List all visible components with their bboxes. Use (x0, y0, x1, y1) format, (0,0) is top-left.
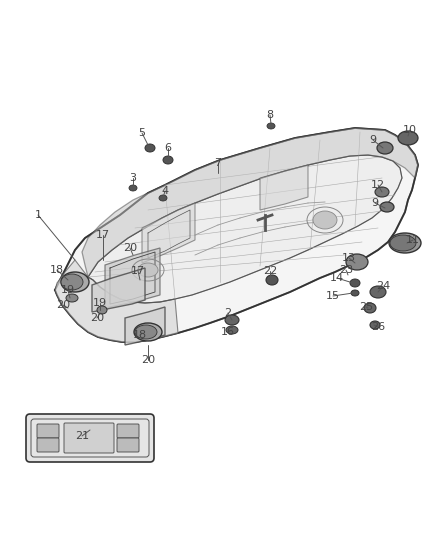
Ellipse shape (350, 279, 360, 287)
Polygon shape (55, 128, 418, 342)
Ellipse shape (267, 123, 275, 129)
Text: 22: 22 (263, 266, 277, 276)
Text: 4: 4 (162, 186, 169, 196)
Text: 12: 12 (371, 180, 385, 190)
Ellipse shape (364, 303, 376, 313)
Ellipse shape (389, 233, 421, 253)
Ellipse shape (66, 294, 78, 302)
Text: 10: 10 (403, 125, 417, 135)
Text: 19: 19 (61, 285, 75, 295)
Ellipse shape (370, 286, 386, 298)
Ellipse shape (266, 275, 278, 285)
Text: 13: 13 (342, 253, 356, 263)
FancyBboxPatch shape (117, 438, 139, 452)
Text: 2: 2 (224, 308, 232, 318)
Ellipse shape (61, 274, 83, 290)
Text: 3: 3 (130, 173, 137, 183)
Text: 20: 20 (141, 355, 155, 365)
Text: 18: 18 (50, 265, 64, 275)
Text: 20: 20 (56, 300, 70, 310)
Ellipse shape (129, 185, 137, 191)
Polygon shape (55, 260, 178, 342)
Text: 1: 1 (35, 210, 42, 220)
Ellipse shape (380, 202, 394, 212)
Polygon shape (82, 128, 418, 277)
Ellipse shape (163, 156, 173, 164)
Ellipse shape (225, 315, 239, 325)
Text: 8: 8 (266, 110, 274, 120)
Ellipse shape (97, 306, 107, 314)
Ellipse shape (398, 131, 418, 145)
Ellipse shape (159, 195, 167, 201)
Text: 7: 7 (215, 158, 222, 168)
FancyBboxPatch shape (26, 414, 154, 462)
Text: 23: 23 (339, 265, 353, 275)
Ellipse shape (134, 323, 162, 341)
Text: 15: 15 (326, 291, 340, 301)
Text: 25: 25 (359, 302, 373, 312)
Text: 9: 9 (369, 135, 377, 145)
Ellipse shape (226, 326, 238, 334)
FancyBboxPatch shape (37, 438, 59, 452)
Ellipse shape (346, 254, 368, 270)
Text: 9: 9 (371, 198, 378, 208)
Ellipse shape (377, 142, 393, 154)
Text: 16: 16 (221, 327, 235, 337)
Text: 17: 17 (131, 266, 145, 276)
Polygon shape (260, 165, 308, 210)
Ellipse shape (61, 272, 89, 292)
Ellipse shape (135, 325, 157, 339)
Text: 11: 11 (406, 235, 420, 245)
Ellipse shape (145, 144, 155, 152)
Text: 18: 18 (133, 330, 147, 340)
Text: 20: 20 (123, 243, 137, 253)
Ellipse shape (351, 290, 359, 296)
Text: 26: 26 (371, 322, 385, 332)
Ellipse shape (138, 263, 158, 277)
FancyBboxPatch shape (117, 424, 139, 438)
FancyBboxPatch shape (64, 423, 114, 453)
Polygon shape (125, 307, 165, 345)
Text: 19: 19 (93, 298, 107, 308)
Ellipse shape (375, 187, 389, 197)
Polygon shape (88, 155, 402, 303)
Text: 20: 20 (90, 313, 104, 323)
Text: 17: 17 (96, 230, 110, 240)
Polygon shape (142, 203, 195, 263)
Text: 24: 24 (376, 281, 390, 291)
FancyBboxPatch shape (37, 424, 59, 438)
Polygon shape (92, 268, 145, 312)
Polygon shape (105, 248, 160, 308)
Ellipse shape (313, 211, 337, 229)
Text: 21: 21 (75, 431, 89, 441)
Text: 14: 14 (330, 273, 344, 283)
Text: 6: 6 (165, 143, 172, 153)
Ellipse shape (390, 235, 416, 251)
Ellipse shape (370, 321, 380, 329)
Text: 5: 5 (138, 128, 145, 138)
